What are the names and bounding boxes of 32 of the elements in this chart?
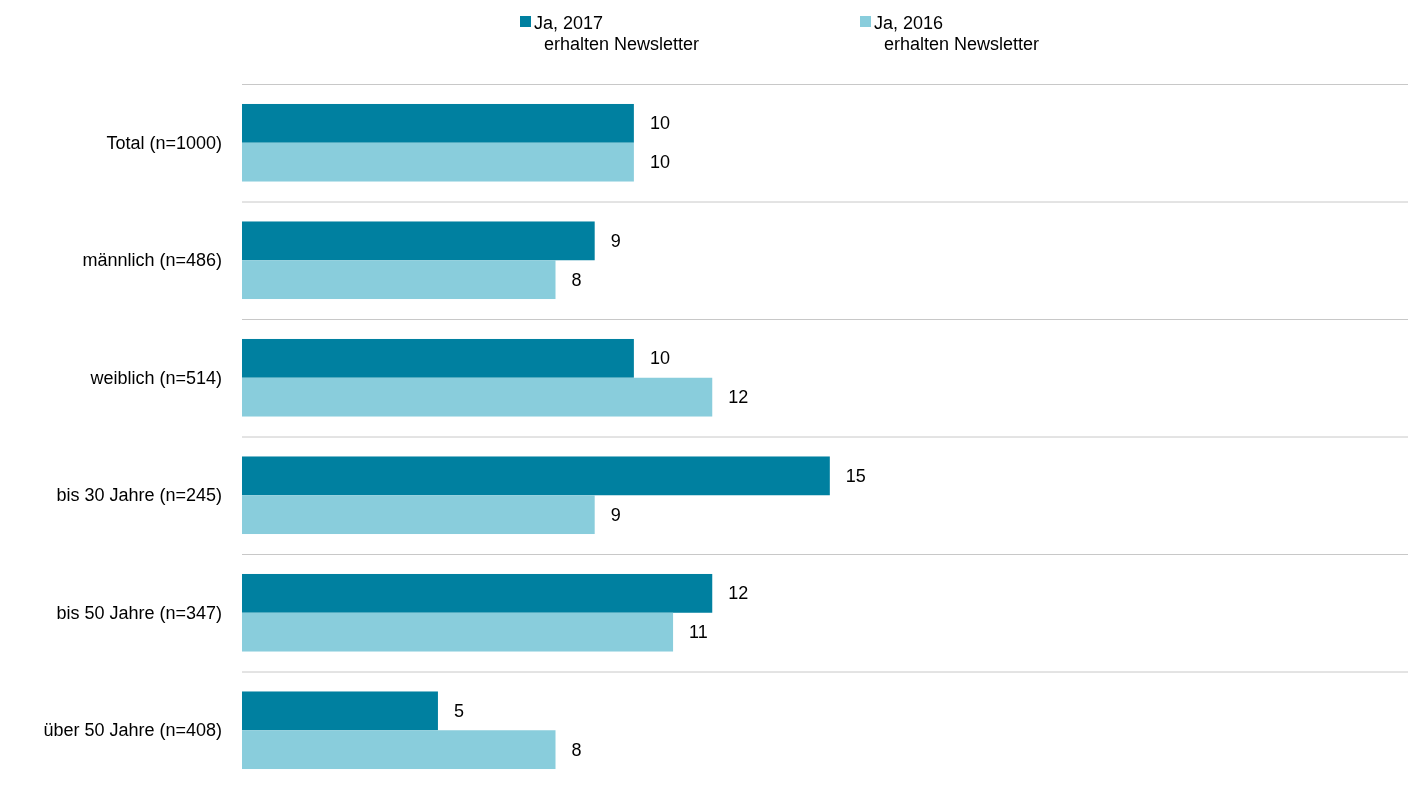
data-label: 9	[610, 504, 621, 525]
bar	[242, 142, 634, 182]
legend-label: Ja, 2017 erhalten Newsletter	[534, 13, 700, 54]
bar	[242, 377, 713, 417]
bar	[242, 573, 713, 613]
y-tick-label: über 50 Jahre (n=408)	[43, 720, 222, 741]
data-label: 12	[728, 583, 749, 604]
bar	[242, 691, 438, 731]
data-label: 12	[728, 387, 749, 408]
bar	[242, 103, 634, 143]
data-label: 10	[649, 348, 670, 369]
bar	[242, 730, 556, 770]
data-label: 10	[649, 113, 670, 134]
bar	[242, 260, 556, 300]
data-label: 15	[845, 465, 866, 486]
bar	[242, 456, 830, 496]
bar	[242, 495, 595, 535]
y-tick-label: bis 50 Jahre (n=347)	[56, 602, 222, 623]
data-label: 10	[649, 152, 670, 173]
y-tick-label: Total (n=1000)	[106, 132, 222, 153]
y-tick-label: weiblich (n=514)	[89, 367, 222, 388]
bar	[242, 338, 634, 378]
y-tick-label: männlich (n=486)	[82, 250, 222, 271]
data-label: 5	[453, 700, 464, 721]
data-label: 8	[571, 739, 582, 760]
legend-label: Ja, 2016 erhalten Newsletter	[874, 13, 1040, 54]
bar	[242, 221, 595, 261]
bar	[242, 612, 674, 652]
data-label: 11	[689, 622, 708, 643]
y-tick-label: bis 30 Jahre (n=245)	[56, 485, 222, 506]
data-label: 9	[610, 230, 621, 251]
data-label: 8	[571, 269, 582, 290]
